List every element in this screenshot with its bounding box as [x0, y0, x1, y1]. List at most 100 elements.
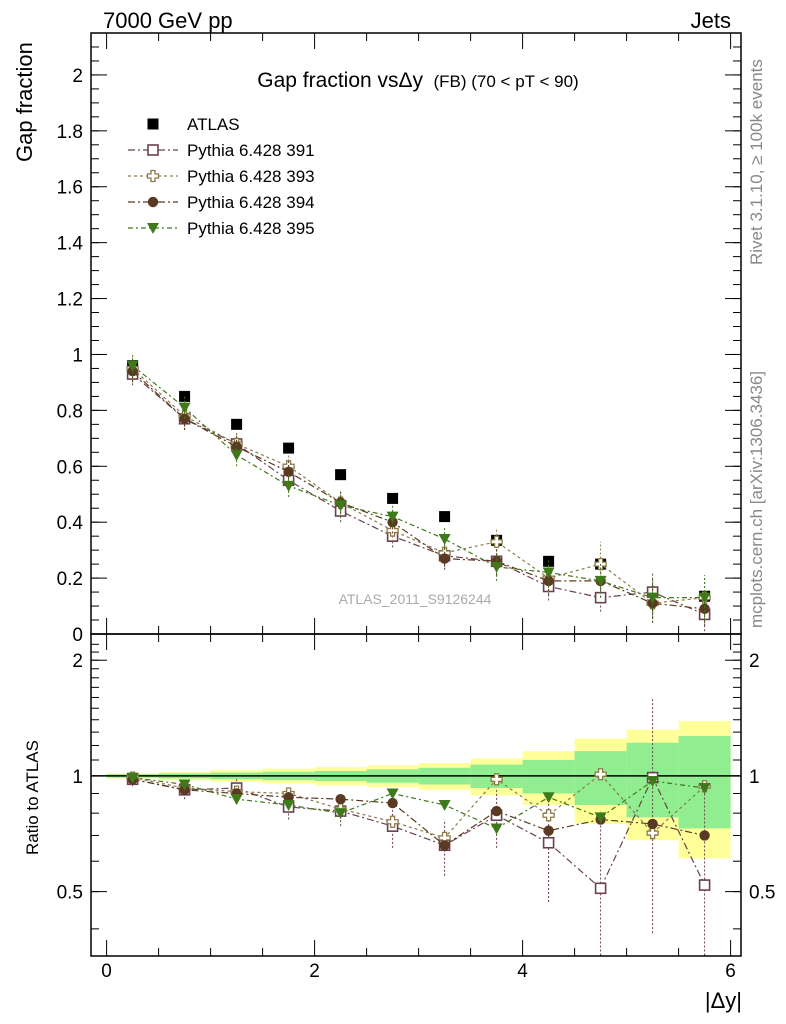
ratio-point: [490, 823, 503, 835]
ratio-point: [334, 808, 347, 820]
ratio-point: [543, 825, 554, 836]
main-series-line: [132, 370, 705, 610]
ratio-plot-marks: [126, 698, 711, 956]
watermark: ATLAS_2011_S9126244: [339, 591, 492, 607]
ratio-point: [594, 882, 607, 895]
ratio-point: [647, 818, 658, 830]
main-plot-panel: 0 0.2 0.4 0.6 0.8 1 1.2 1.4 1.6 1.8 2 Gap fraction…: [12, 32, 742, 646]
xtick-label: 0: [101, 961, 112, 982]
main-ytick-label: 1.8: [57, 122, 83, 143]
ratio-ytick-label-right: 0.5: [749, 883, 775, 904]
legend-label: Pythia 6.428 391: [187, 141, 315, 160]
main-point: [594, 575, 607, 587]
main-title: Gap fraction vsΔy (FB) (70 < pT < 90): [257, 69, 578, 92]
ratio-point: [646, 826, 659, 840]
main-point: [490, 561, 503, 573]
ratio-point: [439, 840, 450, 851]
ratio-point: [698, 783, 711, 795]
legend-marker: [146, 169, 160, 183]
legend-label: Pythia 6.428 393: [187, 167, 315, 186]
ratio-ytick-label: 0.5: [57, 883, 83, 904]
legend-item: Pythia 6.428 391: [128, 141, 315, 160]
xtick-label: 4: [517, 961, 528, 982]
ratio-point: [335, 793, 346, 805]
legend-marker: [147, 223, 159, 234]
main-series-1: [127, 360, 711, 602]
legend-marker: [147, 144, 159, 156]
ratio-series-line: [132, 773, 706, 839]
legend-item: ATLAS: [147, 115, 240, 134]
ratio-point: [491, 805, 502, 817]
rivet-label: Rivet 3.1.10, ≥ 100k events: [747, 59, 766, 265]
main-point: [231, 418, 243, 430]
ratio-point: [386, 815, 399, 828]
main-point: [542, 567, 555, 579]
main-point: [282, 480, 295, 492]
legend-label: Pythia 6.428 394: [187, 193, 315, 212]
main-ytick-label: 0: [72, 625, 83, 646]
legend-marker: [147, 118, 159, 130]
ratio-point: [438, 800, 451, 812]
legend-label: Pythia 6.428 395: [187, 219, 315, 238]
ratio-point: [126, 772, 139, 784]
main-point: [699, 603, 710, 615]
ratio-point: [490, 773, 503, 786]
main-point: [490, 535, 503, 548]
main-ytick-label: 0.4: [57, 513, 84, 534]
ratio-point: [283, 792, 294, 803]
main-point: [126, 360, 139, 372]
xtick-label: 2: [309, 961, 320, 982]
ratio-band-inner: [522, 760, 575, 794]
header-left: 7000 GeV pp: [103, 8, 233, 33]
main-ytick-label: 1: [72, 345, 83, 366]
ratio-ytick-label: 1: [72, 767, 83, 788]
main-ylabel: Gap fraction: [12, 42, 37, 162]
main-point: [230, 450, 243, 462]
main-ytick-label: 2: [72, 66, 83, 87]
main-point: [178, 402, 191, 414]
ratio-series-line: [132, 778, 705, 847]
ratio-point: [594, 812, 607, 824]
main-point: [594, 557, 607, 571]
ratio-plot-panel: 0.5 0.5 1 1 2 2 0 2 4 6 Ratio to ATLAS |Δy|: [23, 633, 775, 1013]
legend-item: Pythia 6.428 393: [128, 167, 315, 186]
ratio-point: [699, 830, 710, 841]
main-series-3: [126, 357, 711, 623]
main-ytick-label: 1.4: [57, 234, 84, 255]
ratio-point: [282, 800, 295, 812]
main-point: [334, 500, 347, 512]
main-series-line: [132, 373, 705, 615]
ratio-point: [386, 788, 399, 800]
main-series-4: [127, 360, 710, 626]
main-point: [698, 592, 711, 604]
main-point: [387, 492, 399, 504]
ratio-ytick-label: 2: [72, 651, 83, 672]
main-ytick-label: 1.2: [57, 290, 83, 311]
ratio-point: [698, 879, 711, 891]
main-point: [646, 592, 659, 604]
main-ytick-label: 1.6: [57, 178, 83, 199]
ratio-series-1: [126, 698, 711, 956]
main-point: [439, 511, 451, 523]
main-point: [179, 390, 191, 402]
main-point: [283, 442, 295, 454]
main-point: [439, 553, 450, 564]
header-right: Jets: [691, 8, 731, 33]
xtick-label: 6: [725, 961, 736, 982]
main-title-subtext: (FB) (70 < pT < 90): [434, 72, 579, 91]
ratio-plot-frame: [90, 633, 742, 957]
legend-label: ATLAS: [187, 115, 240, 134]
ratio-ylabel: Ratio to ATLAS: [23, 740, 42, 855]
main-ytick-label: 0.6: [57, 457, 83, 478]
legend: ATLAS Pythia 6.428 391 Pythia 6.428 393 Pyt…: [128, 115, 315, 238]
main-point: [386, 511, 399, 523]
main-plot-axes: 0 0.2 0.4 0.6 0.8 1 1.2 1.4 1.6 1.8 2: [57, 33, 741, 646]
ratio-point: [230, 794, 243, 806]
xlabel: |Δy|: [705, 988, 742, 1013]
legend-item: Pythia 6.428 395: [128, 219, 315, 238]
ratio-point: [542, 792, 555, 804]
main-ytick-label: 0.8: [57, 401, 83, 422]
ratio-point: [387, 797, 398, 809]
legend-item: Pythia 6.428 394: [128, 193, 315, 212]
